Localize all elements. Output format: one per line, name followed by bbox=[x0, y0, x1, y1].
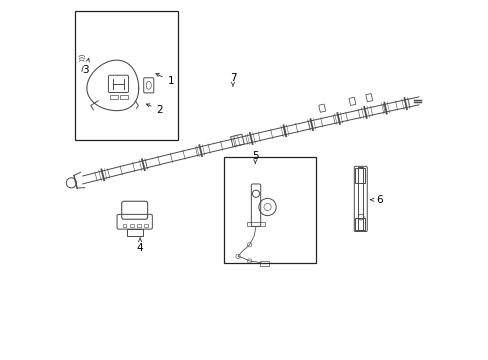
Bar bbox=[365, 94, 372, 102]
Bar bbox=[110, 95, 118, 99]
Bar bbox=[75, 11, 178, 140]
Bar bbox=[259, 261, 268, 266]
Bar bbox=[247, 222, 264, 226]
Text: 2: 2 bbox=[146, 104, 163, 115]
Bar bbox=[130, 225, 133, 227]
Bar bbox=[122, 225, 126, 227]
Bar bbox=[137, 225, 141, 227]
Bar bbox=[348, 97, 355, 105]
Bar bbox=[355, 218, 365, 230]
Text: 6: 6 bbox=[370, 195, 382, 205]
Text: 7: 7 bbox=[229, 73, 236, 86]
Bar bbox=[318, 104, 325, 112]
FancyBboxPatch shape bbox=[357, 183, 365, 228]
Bar bbox=[358, 167, 362, 230]
Bar bbox=[223, 157, 316, 263]
Bar bbox=[355, 168, 365, 183]
Bar bbox=[144, 225, 148, 227]
Text: 1: 1 bbox=[156, 74, 174, 86]
Bar bbox=[126, 229, 142, 236]
Text: 5: 5 bbox=[251, 150, 258, 163]
Bar bbox=[120, 95, 127, 99]
Text: 4: 4 bbox=[137, 238, 143, 253]
Text: 3: 3 bbox=[82, 58, 89, 75]
